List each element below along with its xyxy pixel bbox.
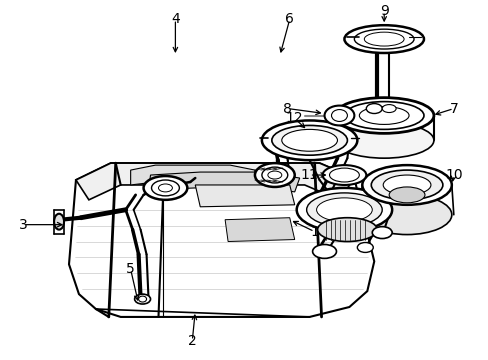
Text: 5: 5 <box>126 262 135 276</box>
Ellipse shape <box>262 121 357 160</box>
Text: 4: 4 <box>171 12 180 26</box>
Polygon shape <box>195 185 294 207</box>
Ellipse shape <box>371 227 391 239</box>
Polygon shape <box>148 172 299 192</box>
Ellipse shape <box>138 296 146 302</box>
Ellipse shape <box>359 107 408 125</box>
Text: 6: 6 <box>285 12 294 26</box>
Ellipse shape <box>344 102 423 129</box>
Ellipse shape <box>364 32 403 46</box>
Ellipse shape <box>334 122 433 158</box>
Ellipse shape <box>388 187 424 203</box>
Ellipse shape <box>362 165 451 205</box>
Ellipse shape <box>329 168 359 182</box>
Text: 12: 12 <box>285 112 303 126</box>
Ellipse shape <box>306 193 382 227</box>
Ellipse shape <box>331 109 346 121</box>
Ellipse shape <box>322 165 366 185</box>
Text: 1: 1 <box>309 225 318 239</box>
Ellipse shape <box>357 243 372 252</box>
Ellipse shape <box>383 175 430 195</box>
Text: 9: 9 <box>379 4 388 18</box>
Ellipse shape <box>317 218 376 242</box>
Ellipse shape <box>370 170 442 200</box>
Ellipse shape <box>267 171 281 179</box>
Ellipse shape <box>334 98 433 133</box>
Text: 3: 3 <box>19 218 28 231</box>
Polygon shape <box>130 165 254 185</box>
Ellipse shape <box>271 125 346 155</box>
Ellipse shape <box>362 195 451 235</box>
Text: 11: 11 <box>300 168 318 182</box>
Ellipse shape <box>54 214 64 230</box>
Ellipse shape <box>151 180 179 196</box>
Ellipse shape <box>366 104 382 113</box>
Ellipse shape <box>344 25 423 53</box>
Ellipse shape <box>134 294 150 304</box>
Text: 2: 2 <box>187 334 196 348</box>
Polygon shape <box>224 218 294 242</box>
Ellipse shape <box>296 188 391 231</box>
Ellipse shape <box>143 176 187 200</box>
Text: 8: 8 <box>283 102 292 116</box>
Ellipse shape <box>262 167 287 183</box>
Ellipse shape <box>158 184 172 192</box>
Text: 10: 10 <box>444 168 462 182</box>
Polygon shape <box>69 163 373 317</box>
Text: 7: 7 <box>448 102 457 116</box>
Ellipse shape <box>354 29 413 49</box>
Ellipse shape <box>312 244 336 258</box>
Ellipse shape <box>382 105 395 113</box>
Ellipse shape <box>254 163 294 187</box>
Ellipse shape <box>316 198 371 222</box>
Polygon shape <box>76 163 354 200</box>
Ellipse shape <box>281 129 337 151</box>
Ellipse shape <box>324 105 354 125</box>
